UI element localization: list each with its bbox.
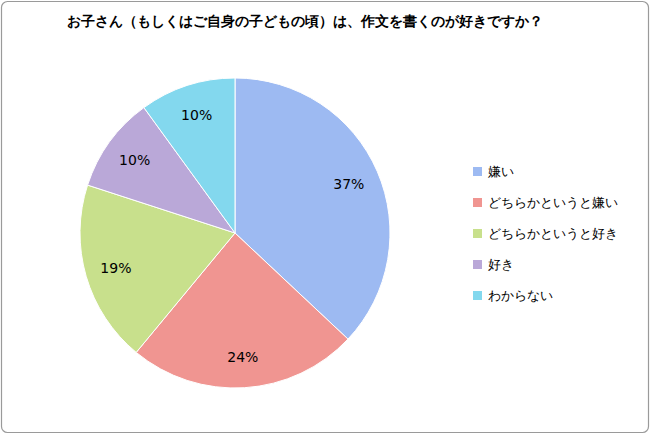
chart-svg: お子さん（もしくはご自身の子どもの頃）は、作文を書くのが好きですか？ 37% 24%… (0, 0, 650, 434)
data-label: 37% (333, 176, 364, 192)
legend-label: 嫌い (488, 164, 514, 179)
legend-swatch (473, 229, 482, 238)
data-labels: 37% 24% 19% 10% 10% (100, 107, 364, 365)
legend-label: どちらかというと嫌い (488, 195, 618, 210)
slices (80, 78, 390, 388)
legend-label: 好き (488, 257, 514, 272)
legend-swatch (473, 167, 482, 176)
chart-container: お子さん（もしくはご自身の子どもの頃）は、作文を書くのが好きですか？ 37% 24%… (0, 0, 650, 434)
legend-swatch (473, 198, 482, 207)
data-label: 19% (100, 260, 131, 276)
data-label: 24% (227, 349, 258, 365)
frame (2, 2, 649, 433)
data-label: 10% (119, 152, 150, 168)
data-label: 10% (181, 107, 212, 123)
pie-slice (144, 78, 235, 233)
legend-swatch (473, 260, 482, 269)
title: お子さん（もしくはご自身の子どもの頃）は、作文を書くのが好きですか？ (67, 13, 543, 29)
legend-label: わからない (488, 288, 553, 303)
legend: 嫌いどちらかというと嫌いどちらかというと好き好きわからない (473, 164, 618, 303)
legend-swatch (473, 291, 482, 300)
legend-label: どちらかというと好き (488, 226, 618, 241)
